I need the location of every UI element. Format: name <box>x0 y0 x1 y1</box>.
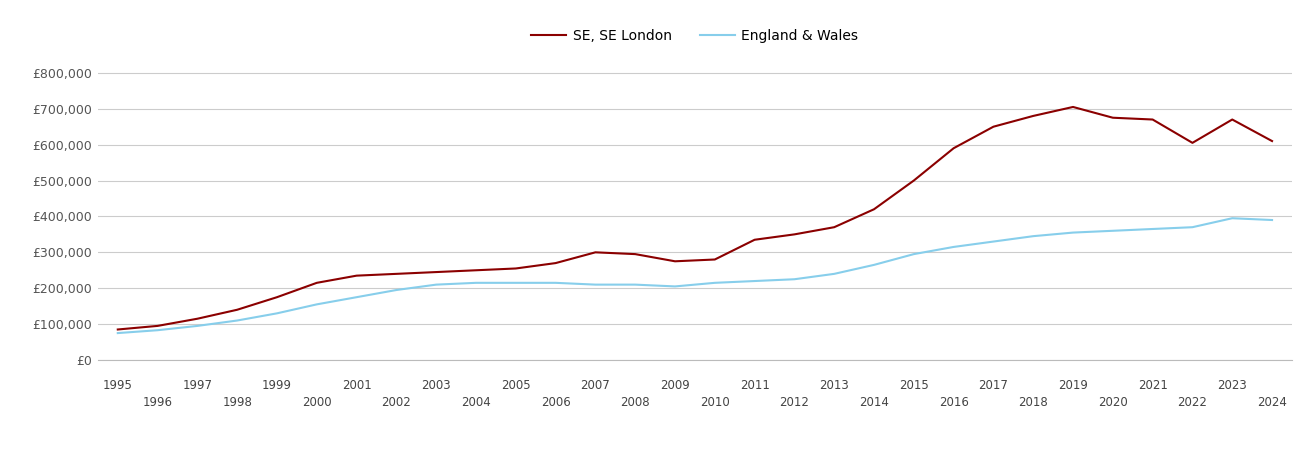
Text: 2001: 2001 <box>342 379 372 392</box>
England & Wales <box>826 271 842 277</box>
Text: 2002: 2002 <box>381 396 411 409</box>
Text: 2014: 2014 <box>859 396 889 409</box>
SE, SE London <box>548 261 564 266</box>
SE, SE London <box>1185 140 1201 145</box>
Text: 1995: 1995 <box>103 379 133 392</box>
Text: 2016: 2016 <box>938 396 968 409</box>
Line: England & Wales: England & Wales <box>117 218 1272 333</box>
England & Wales <box>428 282 444 287</box>
England & Wales <box>1026 234 1041 239</box>
Text: 2018: 2018 <box>1018 396 1048 409</box>
Text: 2012: 2012 <box>779 396 809 409</box>
England & Wales <box>110 330 125 336</box>
Text: 2022: 2022 <box>1177 396 1207 409</box>
England & Wales <box>348 294 364 300</box>
Text: 2003: 2003 <box>422 379 452 392</box>
SE, SE London <box>1026 113 1041 119</box>
England & Wales <box>1105 228 1121 234</box>
SE, SE London <box>389 271 405 277</box>
Text: 2024: 2024 <box>1257 396 1287 409</box>
Text: 2019: 2019 <box>1058 379 1088 392</box>
Text: 1999: 1999 <box>262 379 292 392</box>
Text: 2021: 2021 <box>1138 379 1168 392</box>
England & Wales <box>787 277 803 282</box>
England & Wales <box>628 282 643 287</box>
Text: 1997: 1997 <box>183 379 213 392</box>
SE, SE London <box>269 294 284 300</box>
England & Wales <box>946 244 962 250</box>
Text: 2023: 2023 <box>1218 379 1248 392</box>
England & Wales <box>1185 225 1201 230</box>
Text: 1996: 1996 <box>142 396 172 409</box>
Text: 2017: 2017 <box>979 379 1009 392</box>
Text: 2000: 2000 <box>301 396 331 409</box>
SE, SE London <box>150 323 166 328</box>
England & Wales <box>867 262 882 268</box>
England & Wales <box>269 310 284 316</box>
England & Wales <box>667 284 683 289</box>
Text: 2005: 2005 <box>501 379 531 392</box>
SE, SE London <box>230 307 245 312</box>
SE, SE London <box>309 280 325 286</box>
Legend: SE, SE London, England & Wales: SE, SE London, England & Wales <box>526 23 864 48</box>
SE, SE London <box>1265 138 1280 144</box>
England & Wales <box>1265 217 1280 223</box>
Text: 2020: 2020 <box>1098 396 1128 409</box>
Text: 2011: 2011 <box>740 379 770 392</box>
England & Wales <box>309 302 325 307</box>
England & Wales <box>189 323 205 328</box>
SE, SE London <box>1105 115 1121 121</box>
England & Wales <box>508 280 523 286</box>
SE, SE London <box>110 327 125 332</box>
SE, SE London <box>189 316 205 321</box>
Text: 2007: 2007 <box>581 379 611 392</box>
SE, SE London <box>1144 117 1160 122</box>
SE, SE London <box>348 273 364 279</box>
England & Wales <box>548 280 564 286</box>
Text: 2013: 2013 <box>820 379 850 392</box>
SE, SE London <box>587 250 603 255</box>
SE, SE London <box>667 259 683 264</box>
England & Wales <box>746 279 762 284</box>
SE, SE London <box>508 266 523 271</box>
SE, SE London <box>826 225 842 230</box>
Text: 2004: 2004 <box>461 396 491 409</box>
SE, SE London <box>985 124 1001 130</box>
Text: 2010: 2010 <box>699 396 729 409</box>
SE, SE London <box>946 145 962 151</box>
England & Wales <box>1144 226 1160 232</box>
England & Wales <box>230 318 245 323</box>
Text: 2015: 2015 <box>899 379 929 392</box>
Text: 2009: 2009 <box>660 379 690 392</box>
Text: 2006: 2006 <box>540 396 570 409</box>
SE, SE London <box>628 252 643 257</box>
England & Wales <box>587 282 603 287</box>
SE, SE London <box>867 207 882 212</box>
SE, SE London <box>468 268 484 273</box>
SE, SE London <box>906 178 921 183</box>
England & Wales <box>906 252 921 257</box>
SE, SE London <box>746 237 762 243</box>
SE, SE London <box>1224 117 1240 122</box>
SE, SE London <box>1065 104 1081 110</box>
SE, SE London <box>787 232 803 237</box>
England & Wales <box>389 287 405 292</box>
England & Wales <box>1224 216 1240 221</box>
Text: 2008: 2008 <box>620 396 650 409</box>
England & Wales <box>468 280 484 286</box>
England & Wales <box>707 280 723 286</box>
Line: SE, SE London: SE, SE London <box>117 107 1272 329</box>
Text: 1998: 1998 <box>222 396 252 409</box>
SE, SE London <box>428 270 444 275</box>
SE, SE London <box>707 257 723 262</box>
England & Wales <box>985 239 1001 244</box>
England & Wales <box>150 328 166 333</box>
England & Wales <box>1065 230 1081 235</box>
